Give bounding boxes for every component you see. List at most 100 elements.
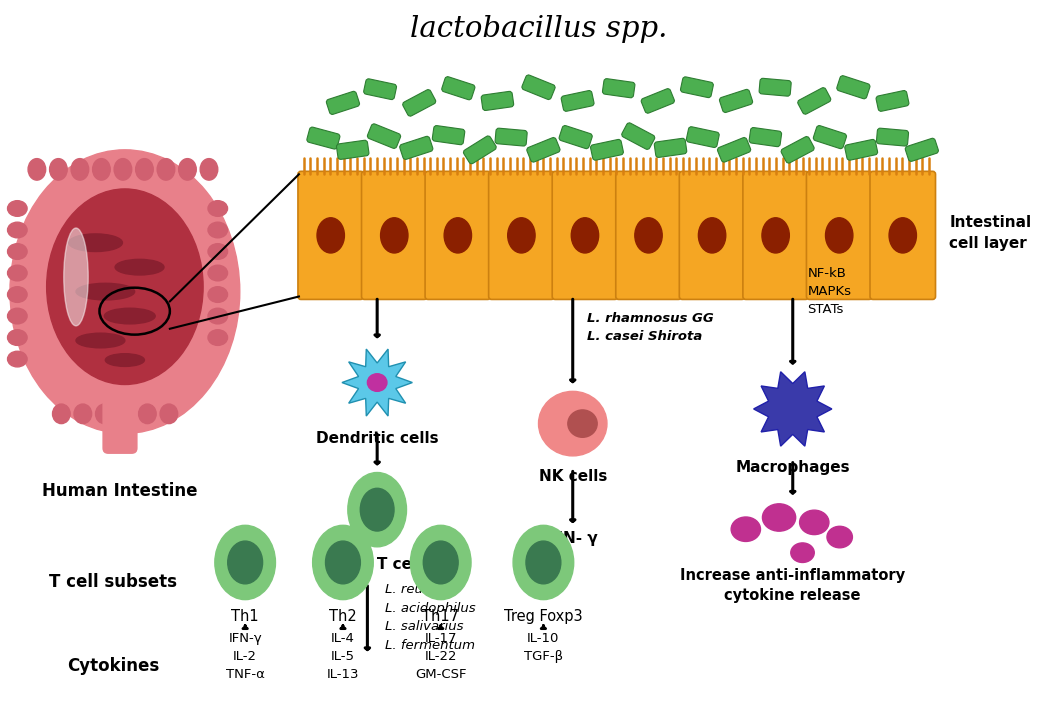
- Text: T cell subsets: T cell subsets: [49, 573, 178, 591]
- FancyBboxPatch shape: [552, 171, 618, 299]
- Ellipse shape: [7, 201, 27, 216]
- FancyBboxPatch shape: [622, 123, 655, 149]
- Ellipse shape: [157, 159, 175, 180]
- Ellipse shape: [208, 330, 228, 345]
- FancyBboxPatch shape: [307, 127, 340, 149]
- Ellipse shape: [136, 159, 154, 180]
- FancyBboxPatch shape: [749, 128, 782, 146]
- Ellipse shape: [380, 218, 408, 253]
- Text: NK cells: NK cells: [538, 468, 607, 484]
- Text: Th17: Th17: [422, 610, 459, 624]
- Text: Intestinal
cell layer: Intestinal cell layer: [949, 215, 1031, 251]
- FancyBboxPatch shape: [481, 91, 514, 110]
- FancyBboxPatch shape: [442, 77, 474, 100]
- Ellipse shape: [76, 334, 125, 348]
- FancyBboxPatch shape: [364, 79, 396, 99]
- Ellipse shape: [513, 526, 574, 600]
- FancyBboxPatch shape: [463, 136, 496, 164]
- Ellipse shape: [179, 159, 196, 180]
- Text: Human Intestine: Human Intestine: [42, 482, 198, 500]
- Ellipse shape: [444, 218, 471, 253]
- Ellipse shape: [47, 189, 203, 384]
- Text: Dendritic cells: Dendritic cells: [316, 431, 439, 447]
- FancyBboxPatch shape: [781, 136, 814, 163]
- FancyBboxPatch shape: [561, 91, 594, 112]
- FancyBboxPatch shape: [837, 75, 870, 99]
- Ellipse shape: [732, 517, 761, 542]
- Ellipse shape: [208, 222, 228, 238]
- Ellipse shape: [7, 286, 27, 302]
- FancyBboxPatch shape: [489, 171, 554, 299]
- FancyBboxPatch shape: [807, 171, 872, 299]
- Ellipse shape: [361, 489, 394, 531]
- Ellipse shape: [411, 526, 471, 600]
- Ellipse shape: [208, 286, 228, 302]
- FancyBboxPatch shape: [905, 138, 938, 162]
- Ellipse shape: [28, 159, 46, 180]
- Ellipse shape: [762, 218, 789, 253]
- Ellipse shape: [106, 354, 144, 366]
- Ellipse shape: [423, 541, 458, 584]
- FancyBboxPatch shape: [368, 124, 400, 149]
- Ellipse shape: [208, 308, 228, 324]
- Ellipse shape: [368, 374, 387, 392]
- Ellipse shape: [7, 244, 27, 260]
- Text: L. reuteri
L. acidophilus
L. salivarius
L. fermentum: L. reuteri L. acidophilus L. salivarius …: [385, 583, 475, 652]
- Ellipse shape: [7, 330, 27, 345]
- Ellipse shape: [7, 351, 27, 367]
- FancyBboxPatch shape: [336, 140, 369, 160]
- FancyBboxPatch shape: [743, 171, 809, 299]
- Ellipse shape: [93, 159, 110, 180]
- Text: Th2: Th2: [329, 610, 356, 624]
- FancyBboxPatch shape: [876, 91, 909, 112]
- FancyBboxPatch shape: [680, 77, 714, 98]
- FancyBboxPatch shape: [679, 171, 745, 299]
- Text: Treg Foxp3: Treg Foxp3: [504, 610, 583, 624]
- Text: IFN-γ
IL-2
TNF-α: IFN-γ IL-2 TNF-α: [226, 632, 264, 681]
- Ellipse shape: [508, 218, 535, 253]
- Ellipse shape: [215, 526, 276, 600]
- Text: IL-10
TGF-β: IL-10 TGF-β: [524, 632, 563, 663]
- FancyBboxPatch shape: [759, 78, 791, 96]
- Polygon shape: [342, 349, 413, 416]
- Ellipse shape: [71, 159, 89, 180]
- Ellipse shape: [52, 404, 70, 423]
- FancyBboxPatch shape: [298, 171, 364, 299]
- Ellipse shape: [7, 222, 27, 238]
- Ellipse shape: [208, 201, 228, 216]
- FancyBboxPatch shape: [719, 89, 752, 112]
- Ellipse shape: [95, 404, 113, 423]
- Ellipse shape: [104, 308, 156, 324]
- FancyBboxPatch shape: [642, 88, 674, 113]
- Ellipse shape: [115, 260, 164, 275]
- Ellipse shape: [74, 404, 92, 423]
- Ellipse shape: [348, 473, 407, 547]
- FancyBboxPatch shape: [718, 138, 750, 162]
- FancyBboxPatch shape: [870, 171, 935, 299]
- Text: Naive T cells: Naive T cells: [323, 557, 432, 571]
- FancyBboxPatch shape: [402, 89, 436, 116]
- FancyBboxPatch shape: [654, 138, 687, 157]
- Text: Th1: Th1: [231, 610, 259, 624]
- FancyBboxPatch shape: [425, 171, 490, 299]
- Ellipse shape: [572, 218, 599, 253]
- Ellipse shape: [117, 404, 135, 423]
- FancyBboxPatch shape: [521, 75, 555, 99]
- Ellipse shape: [160, 404, 178, 423]
- FancyBboxPatch shape: [590, 139, 624, 160]
- FancyBboxPatch shape: [559, 125, 593, 149]
- Ellipse shape: [325, 541, 361, 584]
- Text: NF-kB
MAPKs
STATs: NF-kB MAPKs STATs: [808, 267, 852, 316]
- Ellipse shape: [791, 543, 814, 563]
- Ellipse shape: [76, 283, 135, 300]
- FancyBboxPatch shape: [399, 136, 433, 160]
- Ellipse shape: [763, 504, 795, 531]
- Text: Macrophages: Macrophages: [736, 460, 850, 475]
- Text: Increase anti-inflammatory
cytokine release: Increase anti-inflammatory cytokine rele…: [680, 568, 905, 603]
- Text: IL-4
IL-5
IL-13: IL-4 IL-5 IL-13: [327, 632, 359, 681]
- Ellipse shape: [69, 234, 122, 252]
- Text: L. rhamnosus GG
L. casei Shirota: L. rhamnosus GG L. casei Shirota: [587, 312, 714, 343]
- Text: IL-17
IL-22
GM-CSF: IL-17 IL-22 GM-CSF: [415, 632, 466, 681]
- Ellipse shape: [317, 218, 345, 253]
- Ellipse shape: [7, 308, 27, 324]
